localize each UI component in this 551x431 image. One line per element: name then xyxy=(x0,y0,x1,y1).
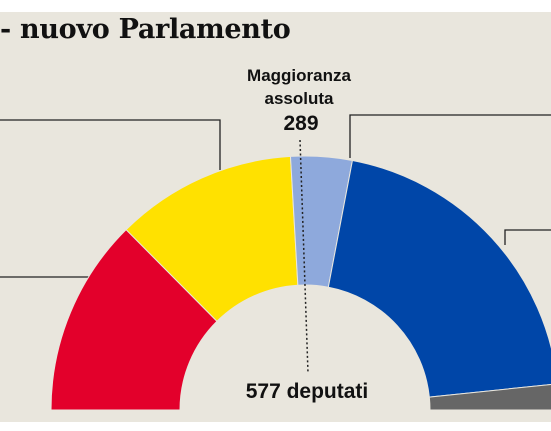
majority-value: 289 xyxy=(283,112,318,135)
leader-line-red xyxy=(0,119,221,170)
hemicycle-segment-4 xyxy=(327,159,551,398)
hemicycle-segment-1 xyxy=(50,228,218,411)
total-seats-label: 577 deputati xyxy=(246,380,369,403)
page-title: - nuovo Parlamento xyxy=(0,14,291,45)
hemicycle-segment-5 xyxy=(428,383,551,411)
hemicycle-segments xyxy=(50,155,551,411)
majority-line xyxy=(299,139,309,374)
majority-label-line1: Maggioranza xyxy=(247,66,351,85)
leader-line-light-blue xyxy=(349,114,551,158)
leader-line-blue xyxy=(504,229,551,245)
majority-label-line2: assoluta xyxy=(265,89,335,108)
